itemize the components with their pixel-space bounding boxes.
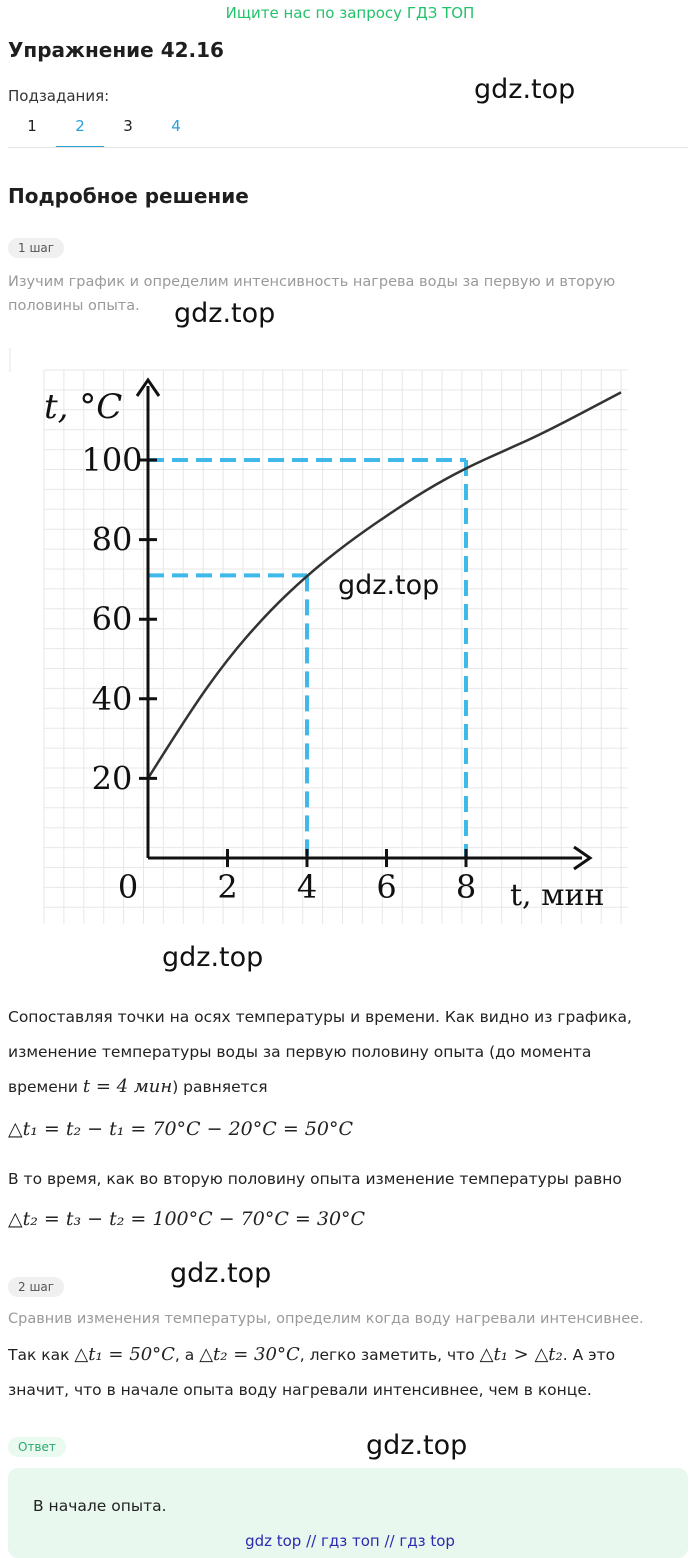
y-axis-arrow <box>135 377 161 397</box>
subtask-tabs: 1 2 3 4 <box>8 114 200 148</box>
x-tick-label: 4 <box>297 868 317 906</box>
answer-text: В начале опыта. <box>33 1497 167 1515</box>
subtask-tab-1[interactable]: 1 <box>27 117 37 135</box>
reference-lines <box>148 458 468 858</box>
temperature-chart: 20 40 60 80 100 0 2 4 6 8 t, °C t, мин <box>9 348 628 924</box>
subtask-tab-3[interactable]: 3 <box>123 117 133 135</box>
text-fragment: Так как <box>8 1346 70 1364</box>
x-axis-label: t, мин <box>510 878 604 913</box>
math-inline: △t₁ = 50°C <box>74 1344 175 1365</box>
watermark: gdz.top <box>170 1258 272 1289</box>
y-tick-label: 40 <box>92 680 133 718</box>
text-fragment: , легко заметить, что <box>299 1346 475 1364</box>
subtasks-label: Подзадания: <box>8 87 110 105</box>
formula-1: △t₁ = t₂ − t₁ = 70°C − 20°C = 50°C <box>8 1118 354 1140</box>
text-fragment: , а <box>174 1346 195 1364</box>
watermark: gdz.top <box>366 1430 468 1461</box>
y-tick-label: 20 <box>92 759 133 797</box>
watermark: gdz.top <box>162 942 264 973</box>
watermark: gdz.top <box>174 298 276 329</box>
explanation-line-3: времени t = 4 мин) равняется <box>8 1070 268 1104</box>
x-tick-label: 2 <box>217 868 237 906</box>
text-fragment: времени <box>8 1078 78 1096</box>
y-axis-label: t, °C <box>44 387 122 427</box>
explanation-line-2: изменение температуры воды за первую пол… <box>8 1043 592 1061</box>
x-tick-label: 0 <box>118 868 138 906</box>
solution-title: Подробное решение <box>8 184 249 208</box>
math-inline: △t₂ = 30°C <box>199 1344 300 1365</box>
step-badge: 1 шаг <box>8 238 65 258</box>
explanation-line-4: В то время, как во вторую половину опыта… <box>8 1170 622 1188</box>
y-tick-label: 60 <box>92 600 133 638</box>
watermark: gdz.top <box>338 570 440 601</box>
math-inline: t = 4 мин <box>82 1076 173 1097</box>
chart-series-line <box>146 391 622 780</box>
x-tick-label: 6 <box>376 868 396 906</box>
x-axis-arrow <box>573 845 593 871</box>
step-intro: Сравнив изменения температуры, определим… <box>8 1311 644 1327</box>
promo-link[interactable]: Ищите нас по запросу ГДЗ ТОП <box>225 4 475 22</box>
y-tick-label: 100 <box>81 441 142 479</box>
answer-badge: Ответ <box>8 1437 66 1457</box>
explanation-line-1: Сопоставляя точки на осях температуры и … <box>8 1008 632 1026</box>
chart-grid <box>43 369 628 924</box>
subtask-tab-2[interactable]: 2 <box>56 114 104 148</box>
text-fragment: . А это <box>562 1346 616 1364</box>
divider <box>8 147 688 148</box>
math-inline: △t₁ > △t₂ <box>479 1344 563 1365</box>
conclusion-line-1: Так как △t₁ = 50°C, а △t₂ = 30°C, легко … <box>8 1338 698 1372</box>
subtask-tab-4[interactable]: 4 <box>171 117 181 135</box>
y-tick-label: 80 <box>92 521 133 559</box>
answer-box <box>8 1468 688 1558</box>
formula-2: △t₂ = t₃ − t₂ = 100°C − 70°C = 30°C <box>8 1208 366 1230</box>
step-intro: Изучим график и определим интенсивность … <box>8 274 616 314</box>
x-tick-label: 8 <box>456 868 476 906</box>
text-fragment: ) равняется <box>172 1078 268 1096</box>
y-tick-labels: 20 40 60 80 100 <box>81 441 157 797</box>
x-tick-labels: 0 2 4 6 8 <box>118 849 476 906</box>
conclusion-line-2: значит, что в начале опыта воду нагревал… <box>8 1381 592 1399</box>
step-badge: 2 шаг <box>8 1277 65 1297</box>
page-title: Упражнение 42.16 <box>8 38 224 62</box>
footer-links[interactable]: gdz top // гдз топ // гдз top <box>245 1532 455 1550</box>
watermark: gdz.top <box>474 74 576 105</box>
